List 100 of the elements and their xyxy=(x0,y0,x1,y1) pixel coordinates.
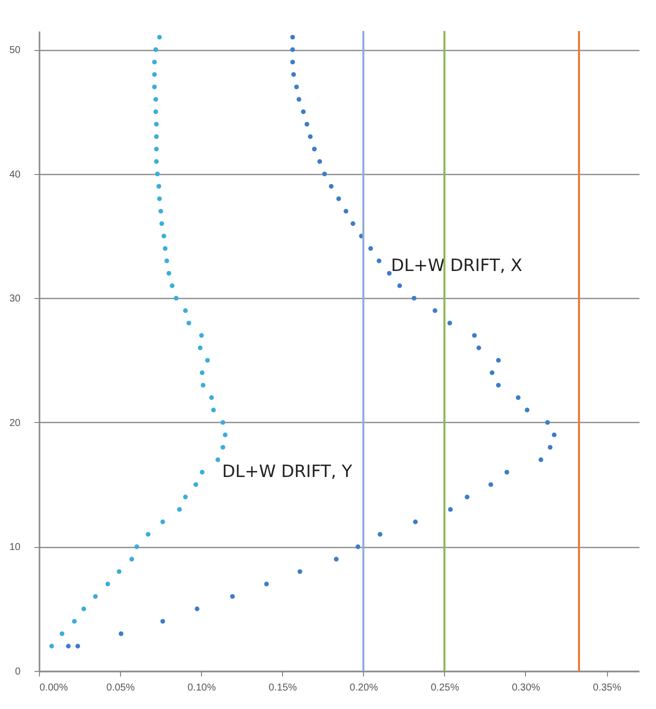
x-tick-label: 0.15% xyxy=(268,682,298,694)
point xyxy=(159,221,164,226)
x-tick-label: 0.10% xyxy=(187,682,216,694)
point xyxy=(376,258,382,264)
point xyxy=(488,482,494,487)
point xyxy=(447,320,452,326)
x-tick-label: 0.35% xyxy=(592,682,622,694)
point xyxy=(160,520,166,524)
point xyxy=(162,234,166,238)
point xyxy=(336,196,342,202)
point xyxy=(548,444,552,450)
point xyxy=(545,420,550,425)
point xyxy=(432,308,438,313)
point xyxy=(496,358,501,363)
point xyxy=(157,196,162,202)
point xyxy=(308,134,313,139)
x-tick-label: 0.00% xyxy=(40,682,68,694)
point xyxy=(448,507,453,512)
point xyxy=(105,582,110,586)
point xyxy=(49,644,54,648)
point xyxy=(166,270,172,276)
point xyxy=(290,34,295,40)
point xyxy=(397,283,402,288)
point xyxy=(93,594,98,599)
point xyxy=(160,618,166,624)
series-label: DL+W DRIFT, Y xyxy=(222,462,353,482)
point xyxy=(162,246,168,251)
point xyxy=(378,532,382,537)
point xyxy=(209,395,214,400)
point xyxy=(200,470,204,475)
point xyxy=(290,47,295,52)
point xyxy=(194,606,200,612)
point xyxy=(116,569,122,574)
y-tick-label: 10 xyxy=(9,542,21,554)
point xyxy=(183,494,188,500)
point xyxy=(177,507,182,512)
point xyxy=(322,172,327,176)
point xyxy=(66,644,71,648)
point xyxy=(298,569,302,574)
point xyxy=(198,346,203,350)
point xyxy=(496,382,501,388)
y-tick-label: 0 xyxy=(14,666,21,678)
point xyxy=(296,97,302,102)
point xyxy=(516,395,521,400)
point xyxy=(413,520,418,524)
point xyxy=(476,346,482,350)
point xyxy=(146,532,150,537)
point xyxy=(205,358,210,363)
x-tick-label: 0.25% xyxy=(430,682,460,694)
x-tick-label: 0.05% xyxy=(106,682,135,694)
point xyxy=(344,208,348,214)
series-label: DL+W DRIFT, X xyxy=(391,256,523,276)
point xyxy=(158,208,164,214)
point xyxy=(490,370,494,376)
point xyxy=(350,221,356,226)
x-tick-label: 0.30% xyxy=(512,682,540,694)
point xyxy=(464,494,470,500)
point xyxy=(186,320,192,326)
point xyxy=(412,296,416,301)
point xyxy=(153,47,158,52)
point xyxy=(193,482,198,487)
point xyxy=(152,84,157,90)
point xyxy=(60,631,64,636)
point xyxy=(317,159,322,164)
point xyxy=(174,296,179,301)
point xyxy=(356,544,360,550)
point xyxy=(328,184,334,189)
point xyxy=(334,556,339,562)
point xyxy=(81,606,86,612)
point xyxy=(300,109,306,114)
point xyxy=(290,60,295,64)
y-tick-label: 20 xyxy=(9,418,21,429)
point xyxy=(152,72,157,77)
point xyxy=(154,122,159,127)
point xyxy=(118,631,124,636)
point xyxy=(200,382,206,388)
point xyxy=(200,370,204,376)
y-tick-label: 40 xyxy=(9,169,21,180)
point xyxy=(153,109,158,114)
point xyxy=(291,72,296,77)
point xyxy=(472,333,477,338)
point xyxy=(199,333,204,338)
point xyxy=(154,134,159,139)
point xyxy=(154,146,159,152)
point xyxy=(222,432,228,438)
point xyxy=(368,246,373,251)
point xyxy=(524,408,530,412)
point xyxy=(155,172,160,176)
point xyxy=(230,594,235,599)
point xyxy=(312,146,317,152)
point xyxy=(220,444,226,450)
point xyxy=(216,457,220,462)
point xyxy=(75,644,80,648)
point xyxy=(164,258,170,264)
point xyxy=(183,308,188,313)
point xyxy=(153,97,158,102)
point xyxy=(72,618,77,624)
point xyxy=(129,556,134,562)
point xyxy=(538,457,544,462)
y-tick-label: 30 xyxy=(9,294,21,305)
